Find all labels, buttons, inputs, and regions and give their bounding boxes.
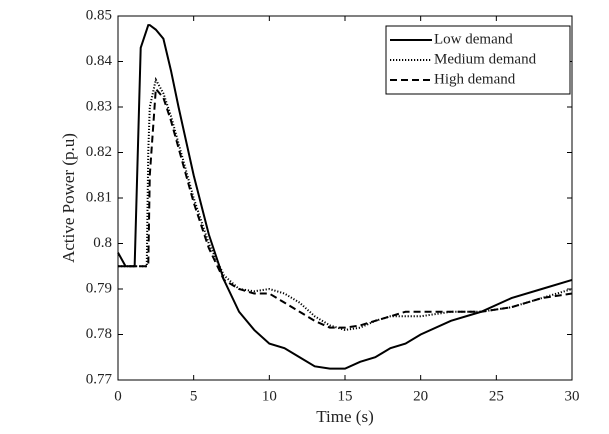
x-tick-label: 15 <box>338 388 353 404</box>
x-tick-label: 0 <box>114 388 122 404</box>
y-tick-label: 0.8 <box>93 235 112 251</box>
y-tick-label: 0.81 <box>86 189 112 205</box>
x-tick-label: 5 <box>190 388 198 404</box>
series-line <box>118 86 573 329</box>
y-tick-label: 0.77 <box>86 371 113 387</box>
plot-frame <box>117 15 573 381</box>
y-tick-label: 0.78 <box>86 326 112 342</box>
series-line <box>118 76 573 331</box>
legend-label: High demand <box>434 71 516 87</box>
x-tick-label: 30 <box>565 388 580 404</box>
y-tick-label: 0.79 <box>86 280 112 296</box>
series-line <box>117 24 573 370</box>
legend-box <box>385 25 571 95</box>
y-tick-label: 0.82 <box>86 144 112 160</box>
x-tick-label: 10 <box>262 388 277 404</box>
y-tick-label: 0.83 <box>86 98 112 114</box>
x-tick-label: 20 <box>413 388 428 404</box>
y-tick-label: 0.85 <box>86 7 112 23</box>
x-axis-title: Time (s) <box>316 407 373 426</box>
y-axis-title: Active Power (p.u) <box>59 133 78 263</box>
y-tick-label: 0.84 <box>86 53 113 69</box>
x-tick-label: 25 <box>489 388 504 404</box>
legend-label: Medium demand <box>434 51 537 67</box>
legend-label: Low demand <box>434 31 513 47</box>
